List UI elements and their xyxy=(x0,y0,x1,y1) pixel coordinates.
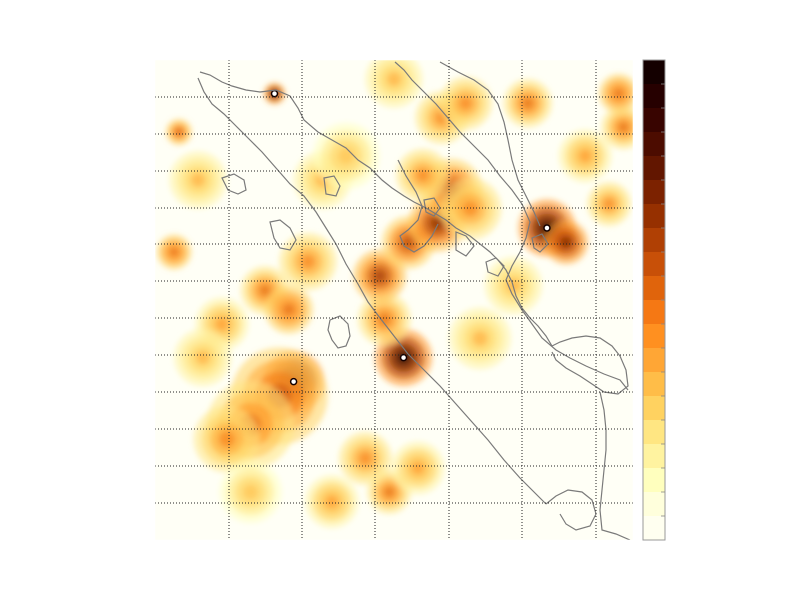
colorbar-swatch-6 xyxy=(643,372,665,397)
hotspot-39-ring-3 xyxy=(242,484,259,500)
colorbar-swatch-3 xyxy=(643,444,665,469)
hotspot-6-ring-3 xyxy=(383,486,395,498)
hotspot-28-ring-3 xyxy=(358,451,372,465)
hotspot-13-core xyxy=(543,224,551,232)
colorbar-swatch-13 xyxy=(643,204,665,229)
hotspot-34-ring-3 xyxy=(603,198,615,210)
hotspot-31-ring-3 xyxy=(195,350,210,365)
hotspot-26-ring-3 xyxy=(190,172,206,188)
colorbar-swatch-19 xyxy=(643,60,665,85)
coastline-peninsula xyxy=(439,61,541,227)
heat-layer xyxy=(156,60,633,528)
island-3 xyxy=(323,175,341,197)
hotspot-19-ring-3 xyxy=(175,128,183,136)
island-1 xyxy=(327,315,351,349)
colorbar-swatch-17 xyxy=(643,108,665,133)
colorbar xyxy=(642,59,666,541)
island-6 xyxy=(531,233,549,253)
hotspot-38-ring-3 xyxy=(325,495,339,509)
island-4 xyxy=(269,219,297,251)
colorbar-swatch-14 xyxy=(643,180,665,205)
colorbar-swatch-1 xyxy=(643,492,665,517)
colorbar-swatch-8 xyxy=(643,324,665,349)
colorbar-swatch-16 xyxy=(643,132,665,157)
hotspot-14-ring-3 xyxy=(560,236,572,248)
hotspot-25-ring-3 xyxy=(617,121,629,133)
colorbar-swatch-10 xyxy=(643,276,665,301)
colorbar-swatch-4 xyxy=(643,420,665,445)
island-2 xyxy=(221,173,247,195)
colorbar-swatch-15 xyxy=(643,156,665,181)
hotspot-0-core xyxy=(289,377,298,386)
hotspot-4-core xyxy=(399,353,408,362)
colorbar-swatch-11 xyxy=(643,252,665,277)
hotspot-30-ring-3 xyxy=(215,317,229,331)
hotspot-12-ring-3 xyxy=(416,168,430,182)
hotspot-15-ring-3 xyxy=(258,284,271,297)
hotspot-36-ring-3 xyxy=(386,72,402,87)
hotspot-5-ring-3 xyxy=(377,312,392,326)
colorbar-swatch-18 xyxy=(643,84,665,109)
coastline-southwest xyxy=(197,77,547,505)
hotspot-24-ring-3 xyxy=(578,149,592,163)
coastline-south xyxy=(599,391,631,540)
island-5 xyxy=(455,231,475,257)
hotspot-11-ring-3 xyxy=(462,201,479,217)
hotspot-29-ring-3 xyxy=(411,461,425,475)
hotspot-20-core xyxy=(270,89,279,98)
hotspot-3-ring-3 xyxy=(218,430,235,448)
map-frame xyxy=(154,59,634,541)
coastline-east xyxy=(394,61,629,391)
colorbar-swatch-0 xyxy=(643,516,665,541)
colorbar-swatch-12 xyxy=(643,228,665,253)
colorbar-swatch-5 xyxy=(643,396,665,421)
hotspot-35-ring-3 xyxy=(613,88,624,99)
island-7 xyxy=(485,257,505,277)
coastline-gulf xyxy=(551,335,629,395)
coastline-west xyxy=(199,71,553,347)
heat-blobs xyxy=(156,60,633,528)
hotspot-37-ring-3 xyxy=(337,147,355,165)
graticule xyxy=(155,60,633,540)
hotspot-18-ring-3 xyxy=(169,247,179,257)
map-panel xyxy=(154,59,634,541)
coastline-southeast xyxy=(545,489,597,531)
coastline-layer xyxy=(197,61,631,540)
colorbar-swatch-7 xyxy=(643,348,665,373)
hotspot-23-ring-3 xyxy=(521,97,534,110)
island-8 xyxy=(423,197,441,217)
hotspot-8-ring-3 xyxy=(401,235,415,249)
hotspot-17-ring-3 xyxy=(300,254,316,269)
colorbar-swatch-2 xyxy=(643,468,665,493)
hotspot-16-ring-3 xyxy=(282,303,295,316)
hotspot-9-ring-3 xyxy=(429,216,445,231)
hotspot-32-ring-3 xyxy=(472,330,488,347)
hotspot-7-ring-3 xyxy=(373,269,387,283)
hotspot-22-ring-3 xyxy=(459,96,473,110)
colorbar-swatch-9 xyxy=(643,300,665,325)
